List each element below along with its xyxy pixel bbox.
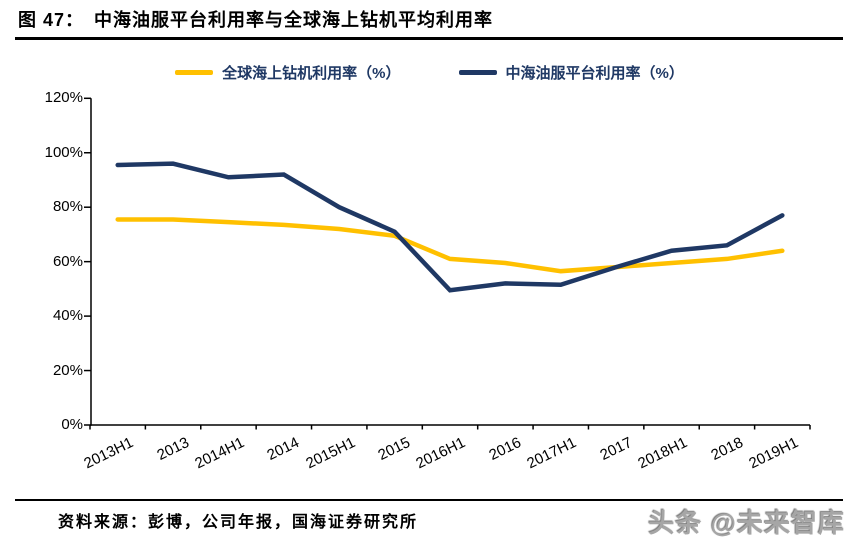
legend-swatch-cnooc-platform-utilization	[458, 69, 497, 75]
figure-title: 图 47： 中海油服平台利用率与全球海上钻机平均利用率	[18, 6, 841, 32]
figure-title-text: 中海油服平台利用率与全球海上钻机平均利用率	[94, 10, 494, 30]
series-line-cnooc-platform-utilization	[115, 161, 785, 293]
footer-divider-rule	[15, 499, 843, 501]
y-tick-label: 80%	[52, 198, 83, 216]
legend-label: 中海油服平台利用率（%）	[505, 64, 684, 82]
series-line-global-offshore-rig-utilization	[115, 217, 785, 274]
y-tick-label: 20%	[52, 361, 83, 379]
y-tick-label: 120%	[44, 89, 83, 107]
chart-legend: 全球海上钻机利用率（%） 中海油服平台利用率（%）	[0, 60, 859, 84]
title-divider-rule	[15, 37, 843, 40]
legend-item-global-offshore-rig-utilization: 全球海上钻机利用率（%）	[175, 62, 401, 83]
figure-number-label: 图 47：	[18, 10, 85, 30]
watermark-text: 头条 @未来智库	[648, 508, 845, 538]
legend-label: 全球海上钻机利用率（%）	[222, 64, 401, 82]
legend-swatch-global-offshore-rig-utilization	[175, 69, 214, 75]
y-tick-label: 60%	[52, 252, 83, 270]
y-tick-label: 0%	[61, 416, 83, 433]
y-tick-label: 40%	[52, 307, 83, 325]
source-note: 资料来源：彭博，公司年报，国海证券研究所	[58, 514, 419, 531]
legend-item-cnooc-platform-utilization: 中海油服平台利用率（%）	[458, 62, 684, 83]
y-tick-label: 100%	[44, 143, 83, 161]
